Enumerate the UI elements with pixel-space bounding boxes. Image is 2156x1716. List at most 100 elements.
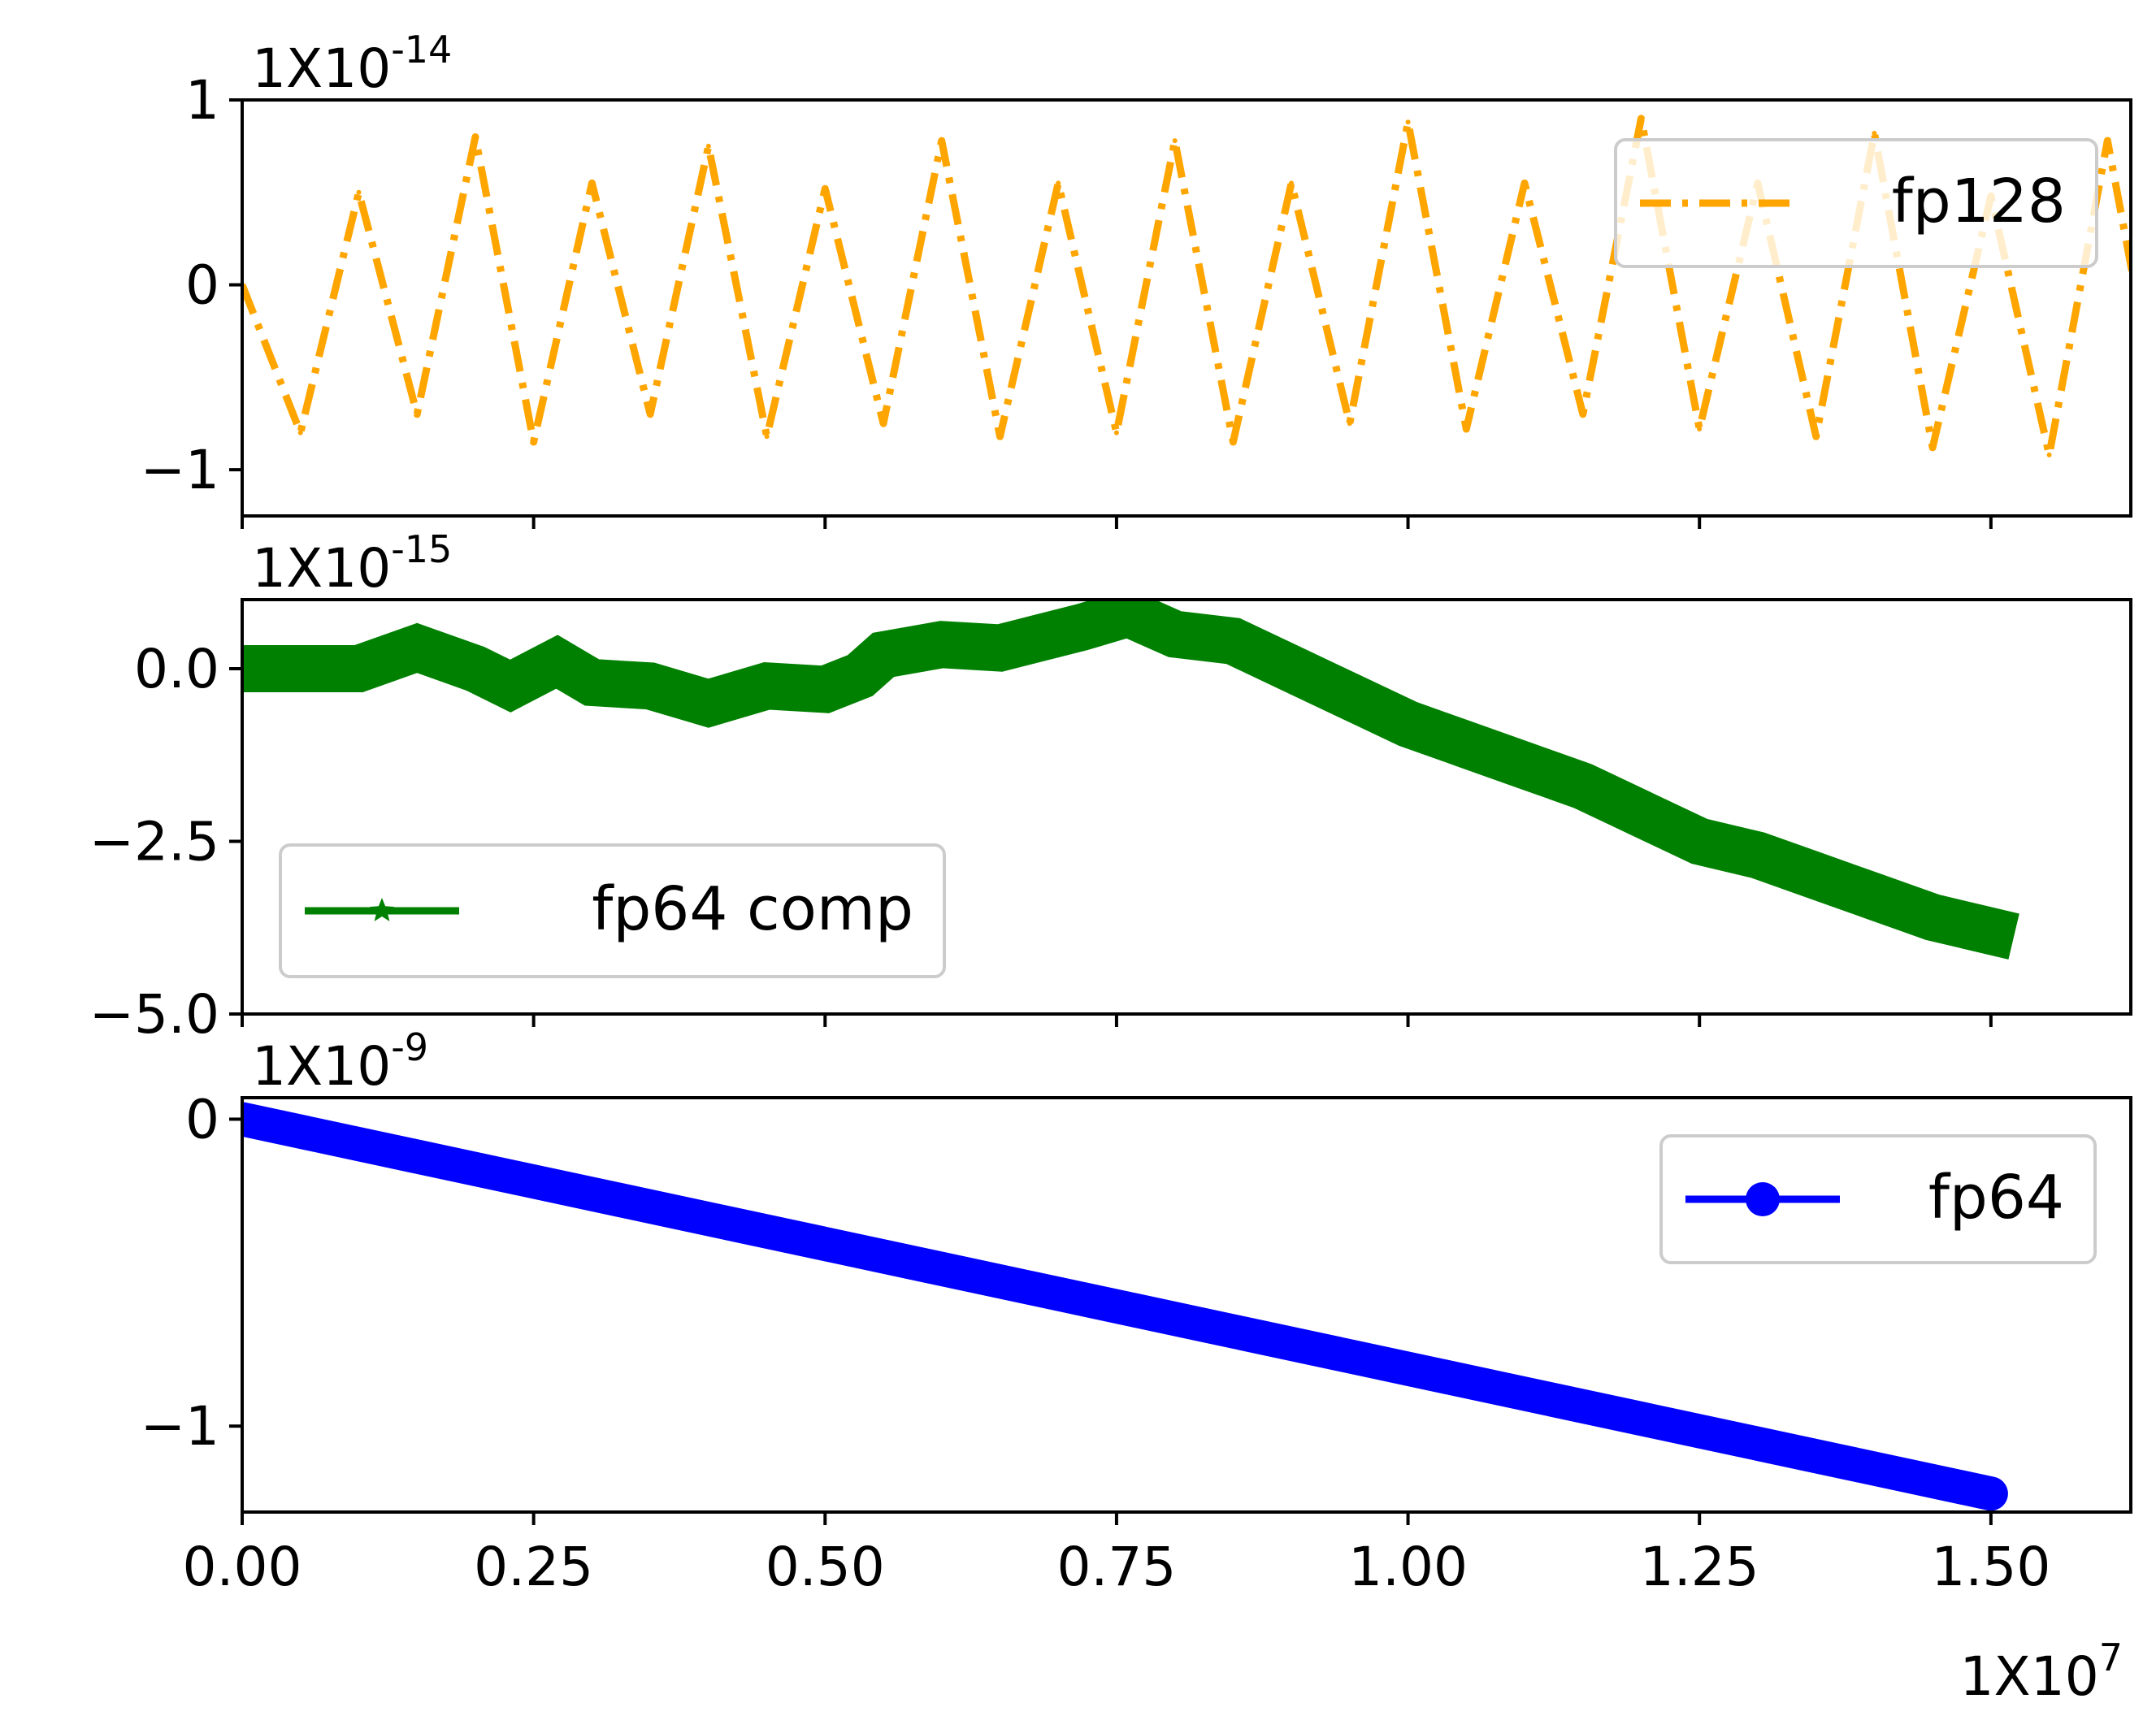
data-point-2 <box>354 664 364 674</box>
data-point-7 <box>587 678 597 687</box>
data-point-9 <box>703 698 714 708</box>
legend-frame <box>279 843 946 978</box>
data-point-30 <box>1930 444 1936 450</box>
data-point-7 <box>589 180 595 186</box>
data-point-5 <box>472 134 478 140</box>
data-point-21 <box>1344 691 1355 701</box>
data-point-11 <box>820 684 831 695</box>
data-point-13 <box>878 650 888 660</box>
y-tick-label: −5.0 <box>89 983 219 1046</box>
axes-frame <box>241 598 2132 1016</box>
data-point-4 <box>470 664 480 674</box>
subplot-1: 1 0 −1 1X10-14 fp128 <box>141 28 2132 529</box>
data-point-32 <box>2046 452 2052 457</box>
x-tick-label: 1.00 <box>1348 1536 1468 1598</box>
legend-label: fp64 comp <box>592 874 913 944</box>
data-point-16 <box>1113 430 1119 436</box>
data-point-22 <box>1464 427 1469 431</box>
data-point-15 <box>1056 180 1061 186</box>
data-point-18 <box>1230 440 1236 444</box>
data-point-5 <box>505 681 515 691</box>
data-point-3 <box>356 189 362 195</box>
data-point-26 <box>1697 427 1703 431</box>
data-point-15 <box>995 643 1005 653</box>
data-point-29 <box>1811 871 1821 881</box>
data-point-8 <box>645 681 656 691</box>
x-tick-label: 1.50 <box>1931 1536 2050 1598</box>
axes-frame <box>241 1096 2132 1514</box>
data-point-11 <box>822 186 828 192</box>
data-point-25 <box>1577 781 1588 791</box>
x-tick-label: 1.25 <box>1640 1536 1759 1598</box>
legend-frame <box>1614 138 2098 268</box>
data-point-4 <box>414 411 420 417</box>
y-tick-label: 1 <box>185 69 219 132</box>
data-point-18 <box>1169 629 1180 639</box>
y-scale-label: 1X10-14 <box>252 28 452 100</box>
series-line-fp64 <box>242 1102 2008 1511</box>
data-point-20 <box>1347 421 1352 427</box>
data-point-17 <box>1123 609 1134 618</box>
data-point-28 <box>1813 434 1819 440</box>
data-point-17 <box>1172 138 1178 144</box>
data-point-12 <box>855 670 865 681</box>
data-point-21 <box>1405 119 1411 125</box>
axes-frame <box>241 98 2132 518</box>
data-point-28 <box>1752 850 1763 860</box>
data-point-31 <box>1928 912 1938 922</box>
subplot-3: 0.00 0.25 0.50 0.75 1.00 1.25 1.50 0 −1 1X10-9 1X1… <box>141 1025 2132 1708</box>
plot-area <box>242 600 2019 960</box>
legend-label: fp64 <box>1928 1163 2064 1233</box>
plot-area <box>242 115 2131 459</box>
data-point-23 <box>1461 739 1472 750</box>
data-point-24 <box>1580 411 1586 417</box>
data-point-25 <box>1638 115 1644 121</box>
legend-marker-circle <box>1746 1182 1780 1216</box>
legend-frame <box>1659 1134 2097 1264</box>
data-point-19 <box>1228 636 1239 646</box>
data-point-2 <box>297 430 303 436</box>
data-point-16 <box>1076 622 1087 632</box>
legend-marker-star <box>369 898 395 921</box>
data-point-14 <box>997 434 1003 440</box>
x-scale-label: 1X107 <box>1960 1636 2123 1708</box>
data-point-14 <box>936 639 947 650</box>
data-point-33 <box>2105 138 2110 144</box>
series-line-fp64-comp <box>242 600 2019 960</box>
data-point-10 <box>764 434 770 440</box>
data-point-12 <box>881 421 886 427</box>
data-point-9 <box>705 143 711 149</box>
x-tick-label: 0.25 <box>474 1536 593 1598</box>
y-tick-label: 0 <box>185 1088 219 1150</box>
y-tick-label: −1 <box>141 1395 219 1458</box>
legend: fp64 comp <box>279 843 946 978</box>
data-point-22 <box>1403 719 1413 729</box>
y-tick-label: −2.5 <box>89 811 219 873</box>
y-tick-label: 0.0 <box>134 638 219 700</box>
x-tick-label: 0.00 <box>183 1536 302 1598</box>
data-point-23 <box>1522 180 1527 186</box>
legend: fp128 <box>1614 138 2098 268</box>
data-point-32 <box>1985 926 1996 936</box>
legend-label: fp128 <box>1892 167 2066 236</box>
data-point-26 <box>1636 808 1646 819</box>
data-point-24 <box>1520 760 1529 770</box>
x-tick-label: 0.50 <box>766 1536 885 1598</box>
y-scale-label: 1X10-15 <box>252 527 452 600</box>
y-tick-label: −1 <box>141 439 219 501</box>
y-tick-label: 0 <box>185 254 219 317</box>
data-point-13 <box>939 138 944 144</box>
legend: fp64 <box>1659 1134 2097 1264</box>
data-point-27 <box>1694 836 1705 847</box>
data-point-29 <box>1872 131 1877 136</box>
x-tick-label: 0.75 <box>1056 1536 1176 1598</box>
data-point-20 <box>1286 664 1297 674</box>
y-scale-label: 1X10-9 <box>252 1025 428 1098</box>
data-point-19 <box>1289 180 1295 186</box>
data-point-8 <box>648 411 653 417</box>
data-point-6 <box>531 440 536 444</box>
data-point-30 <box>1869 891 1880 902</box>
data-point-6 <box>552 656 562 667</box>
data-point-10 <box>761 681 772 691</box>
